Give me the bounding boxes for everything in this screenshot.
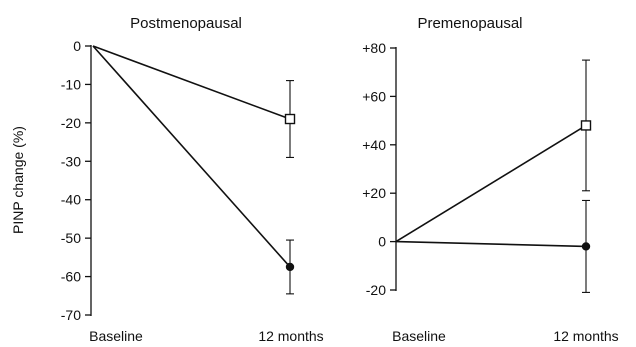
- x-tick-label-postmenopausal: Baseline: [89, 328, 143, 344]
- y-tick-label-premenopausal: +40: [362, 137, 386, 153]
- chart-title-postmenopausal: Postmenopausal: [130, 15, 242, 32]
- postmenopausal-panel: Postmenopausal 0 -10 -20 -30 -40 -50 -60 -70 Base…: [61, 15, 324, 344]
- x-tick-label-premenopausal: 12 months: [553, 328, 618, 344]
- data-point-circle-premenopausal: [581, 242, 591, 251]
- y-tick-label-postmenopausal: -40: [61, 192, 81, 208]
- y-tick-label-postmenopausal: -70: [61, 307, 81, 323]
- data-point-square-postmenopausal: [284, 113, 296, 125]
- series-line-premenopausal: [395, 124, 587, 243]
- data-point-circle-postmenopausal: [285, 262, 295, 272]
- x-tick-label-postmenopausal: 12 months: [258, 328, 323, 344]
- y-tick-label-premenopausal: 0: [378, 234, 386, 250]
- y-tick-label-premenopausal: +60: [362, 88, 386, 104]
- y-tick-label-postmenopausal: -20: [61, 115, 81, 131]
- series-line-postmenopausal: [92, 45, 291, 268]
- y-tick-label-postmenopausal: -60: [61, 269, 81, 285]
- y-tick-label-premenopausal: +20: [362, 185, 386, 201]
- series-line-postmenopausal: [92, 45, 291, 120]
- chart-title-premenopausal: Premenopausal: [417, 15, 522, 32]
- x-tick-label-premenopausal: Baseline: [392, 328, 446, 344]
- y-axis-label: PINP change (%): [10, 126, 26, 234]
- y-tick-label-premenopausal: -20: [366, 282, 386, 298]
- y-tick-label-postmenopausal: -10: [61, 76, 81, 92]
- data-point-square-premenopausal: [580, 120, 592, 131]
- y-tick-label-premenopausal: +80: [362, 40, 386, 56]
- y-tick-label-postmenopausal: 0: [73, 38, 81, 54]
- premenopausal-panel: Premenopausal +80 +60 +40 +20 0 -20 Baseline 12 …: [362, 15, 618, 344]
- series-line-premenopausal: [395, 240, 587, 248]
- y-tick-label-postmenopausal: -50: [61, 230, 81, 246]
- y-tick-label-postmenopausal: -30: [61, 153, 81, 169]
